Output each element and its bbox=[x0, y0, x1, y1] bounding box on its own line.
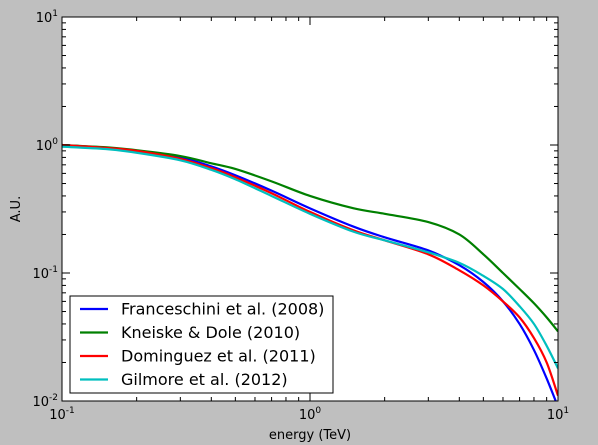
y-tick-label-2-exp: 0 bbox=[52, 137, 58, 147]
y-tick-label-1-base: 10 bbox=[32, 267, 49, 282]
series-line-0 bbox=[62, 143, 557, 401]
x-axis-label: energy (TeV) bbox=[269, 428, 351, 443]
x-tick-label-2-base: 10 bbox=[547, 408, 564, 423]
x-tick-label-1-base: 10 bbox=[299, 408, 316, 423]
x-tick-label-2: 101 bbox=[547, 406, 569, 423]
y-tick-label-0-exp: -2 bbox=[49, 393, 58, 403]
y-tick-label-2: 100 bbox=[36, 137, 59, 154]
legend-entries: Franceschini et al. (2008) Kneiske & Dole… bbox=[80, 300, 324, 389]
y-tick-label-1-exp: -1 bbox=[49, 265, 58, 275]
y-tick-label-3-exp: 1 bbox=[52, 9, 58, 19]
y-tick-label-0: 10-2 bbox=[32, 393, 58, 410]
legend-label-1: Kneiske & Dole (2010) bbox=[121, 323, 300, 342]
x-tick-label-1-exp: 0 bbox=[315, 406, 321, 416]
y-tick-label-0-base: 10 bbox=[32, 395, 49, 410]
y-tick-label-1: 10-1 bbox=[32, 265, 58, 282]
legend: Franceschini et al. (2008) Kneiske & Dole… bbox=[69, 295, 334, 394]
legend-box bbox=[69, 295, 334, 394]
legend-label-0: Franceschini et al. (2008) bbox=[121, 300, 324, 319]
x-tick-label-0: 10-1 bbox=[49, 406, 75, 423]
x-tick-label-2-exp: 1 bbox=[563, 406, 569, 416]
plot-frame bbox=[61, 16, 559, 402]
legend-label-3: Gilmore et al. (2012) bbox=[121, 370, 288, 389]
y-tick-label-2-base: 10 bbox=[36, 139, 53, 154]
series-line-1 bbox=[62, 143, 558, 333]
x-tick-label-1: 100 bbox=[299, 406, 322, 423]
series-layer bbox=[62, 143, 558, 401]
x-tick-label-0-base: 10 bbox=[49, 408, 66, 423]
series-line-3 bbox=[62, 145, 558, 369]
y-axis-label: A.U. bbox=[9, 196, 24, 222]
legend-label-2: Dominguez et al. (2011) bbox=[121, 347, 316, 366]
x-tick-label-0-exp: -1 bbox=[66, 406, 75, 416]
y-tick-label-3: 101 bbox=[36, 9, 58, 26]
y-tick-label-3-base: 10 bbox=[36, 11, 53, 26]
